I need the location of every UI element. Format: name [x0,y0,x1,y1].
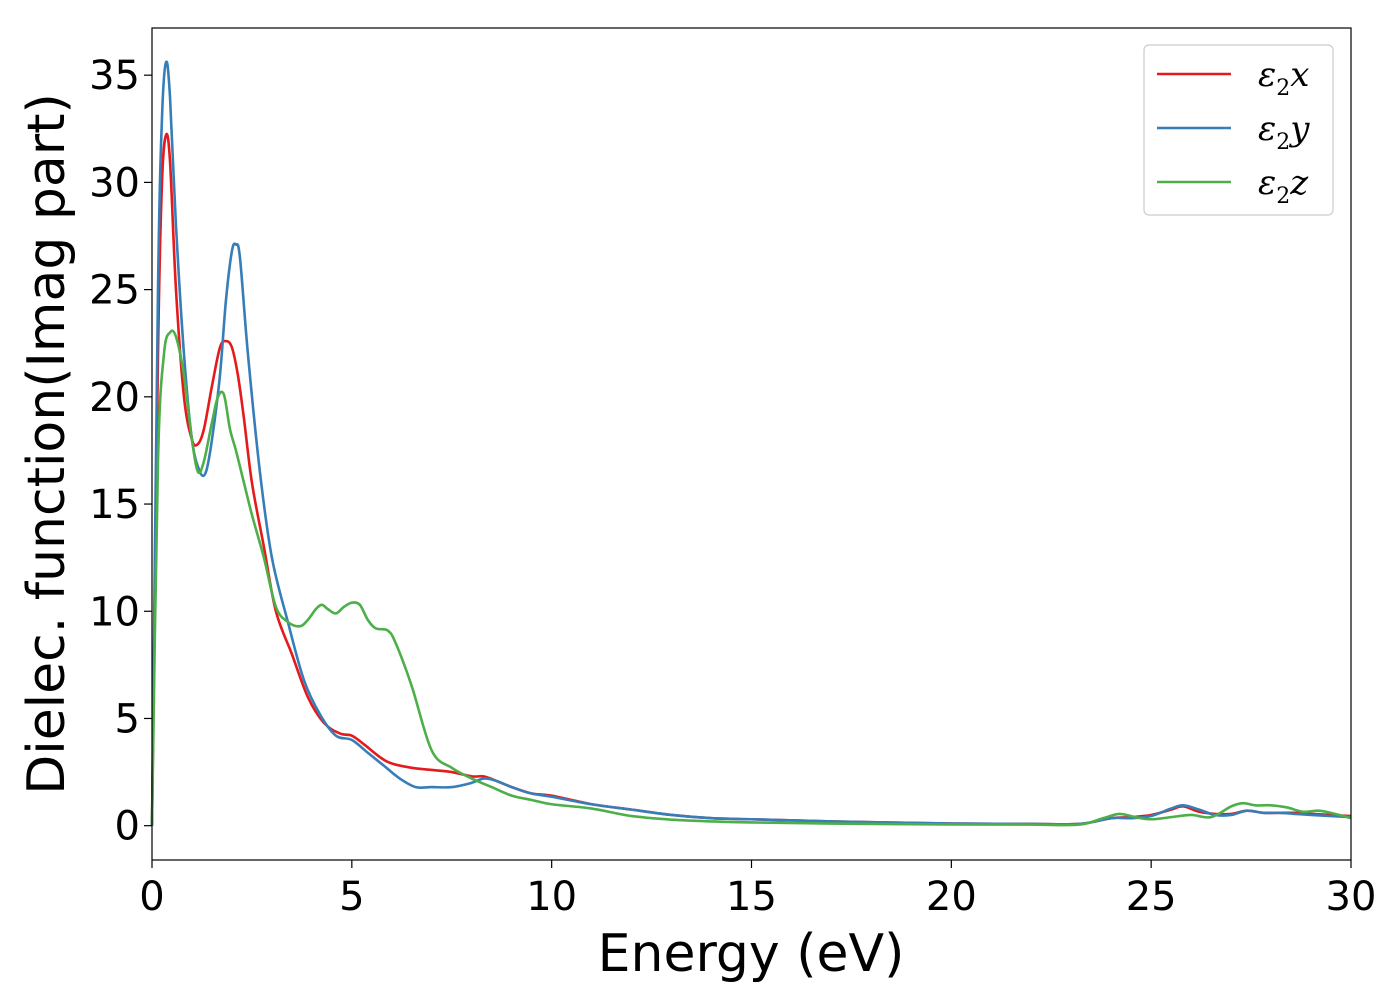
series-layer [150,60,1352,827]
legend-frame [1143,44,1334,216]
y-axis-label: Dielec. function(Imag part) [17,93,77,795]
y-tick-label: 0 [115,804,140,850]
y-tick-label: 30 [89,160,140,206]
x-tick-label: 5 [339,874,364,920]
x-tick-label: 10 [526,874,577,920]
x-tick-label: 15 [726,874,777,920]
y-tick-label: 20 [89,375,140,421]
y-tick-label: 15 [89,482,140,528]
series-line-z [150,329,1352,827]
x-tick-label: 20 [926,874,977,920]
legend: ε2x ε2y ε2z [1143,44,1334,216]
y-tick-label: 10 [89,589,140,635]
legend-label-z: ε2z [1258,163,1309,209]
x-tick-label: 25 [1126,874,1177,920]
y-axis-ticks: 0 5 10 15 20 25 30 35 [89,53,152,850]
y-tick-label: 35 [89,53,140,99]
x-axis-ticks: 0 5 10 15 20 25 30 [139,860,1376,920]
x-tick-label: 30 [1326,874,1377,920]
legend-label-x: ε2x [1258,55,1309,101]
y-tick-label: 25 [89,268,140,314]
y-tick-label: 5 [115,696,140,742]
x-axis-label: Energy (eV) [598,924,905,984]
x-tick-label: 0 [139,874,164,920]
legend-label-y: ε2y [1258,109,1310,155]
